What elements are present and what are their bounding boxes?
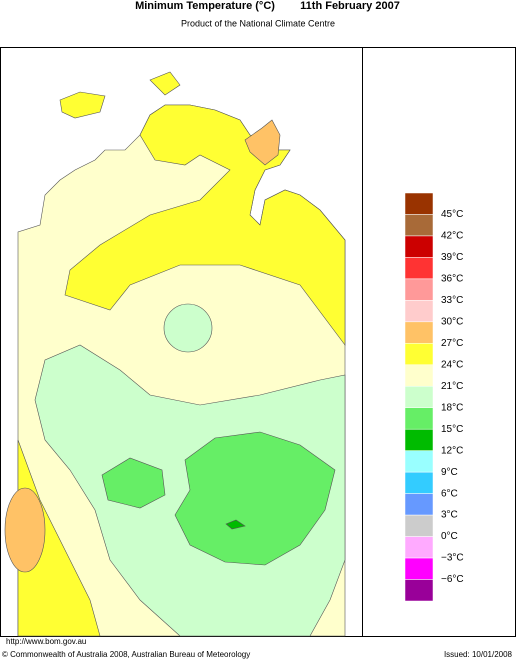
legend: 45°C 42°C 39°C 36°C 33°C 30°C 27°C 24°C 21°C 18°C… <box>404 192 464 602</box>
legend-label: 21°C <box>441 381 463 392</box>
zone-15-18 <box>101 457 166 509</box>
legend-swatch <box>404 493 434 516</box>
issued: Issued: 10/01/2008 <box>444 650 513 659</box>
zone-27-30 <box>4 487 46 573</box>
legend-swatch <box>404 386 434 408</box>
legend-swatch <box>404 428 434 451</box>
island <box>59 91 106 119</box>
legend-swatch <box>404 579 434 602</box>
legend-label: −6°C <box>441 574 464 585</box>
legend-label: 42°C <box>441 231 463 242</box>
legend-swatch <box>404 536 434 559</box>
zone-24-27 <box>17 439 101 637</box>
legend-label: 45°C <box>441 209 463 220</box>
legend-swatch <box>404 557 434 580</box>
url: http://www.bom.gov.au <box>6 637 86 646</box>
legend-swatch <box>404 235 434 258</box>
legend-swatch <box>404 364 434 387</box>
legend-swatch <box>404 450 434 473</box>
legend-label: 18°C <box>441 402 463 413</box>
legend-label: 0°C <box>441 531 458 542</box>
legend-label: 9°C <box>441 467 458 478</box>
legend-swatch <box>404 321 434 344</box>
legend-swatch <box>404 257 434 280</box>
legend-swatch <box>404 300 434 323</box>
legend-label: 15°C <box>441 424 463 435</box>
legend-swatch <box>404 343 434 366</box>
zone-18-21 <box>163 303 213 353</box>
island <box>149 71 181 96</box>
legend-swatch <box>404 214 434 237</box>
legend-label: 39°C <box>441 252 463 263</box>
zone-27-30 <box>244 119 281 166</box>
zone-24-27 <box>64 104 346 346</box>
legend-label: 27°C <box>441 338 463 349</box>
map <box>4 71 346 637</box>
legend-swatch <box>404 514 434 537</box>
legend-label: 3°C <box>441 510 458 521</box>
legend-swatch <box>404 192 434 215</box>
legend-label: 24°C <box>441 359 463 370</box>
legend-label: 36°C <box>441 274 463 285</box>
legend-swatch <box>404 278 434 301</box>
legend-swatch <box>404 407 434 430</box>
copyright: © Commonwealth of Australia 2008, Austra… <box>2 650 250 659</box>
zone-12-15 <box>225 519 246 530</box>
legend-label: 12°C <box>441 445 463 456</box>
title: Minimum Temperature (°C) <box>135 0 275 12</box>
date: 11th February 2007 <box>300 0 400 12</box>
legend-label: −3°C <box>441 553 464 564</box>
legend-label: 6°C <box>441 488 458 499</box>
legend-label: 30°C <box>441 316 463 327</box>
legend-label: 33°C <box>441 295 463 306</box>
zone-15-18 <box>174 431 336 566</box>
subtitle: Product of the National Climate Centre <box>181 18 335 28</box>
legend-swatch <box>404 471 434 494</box>
